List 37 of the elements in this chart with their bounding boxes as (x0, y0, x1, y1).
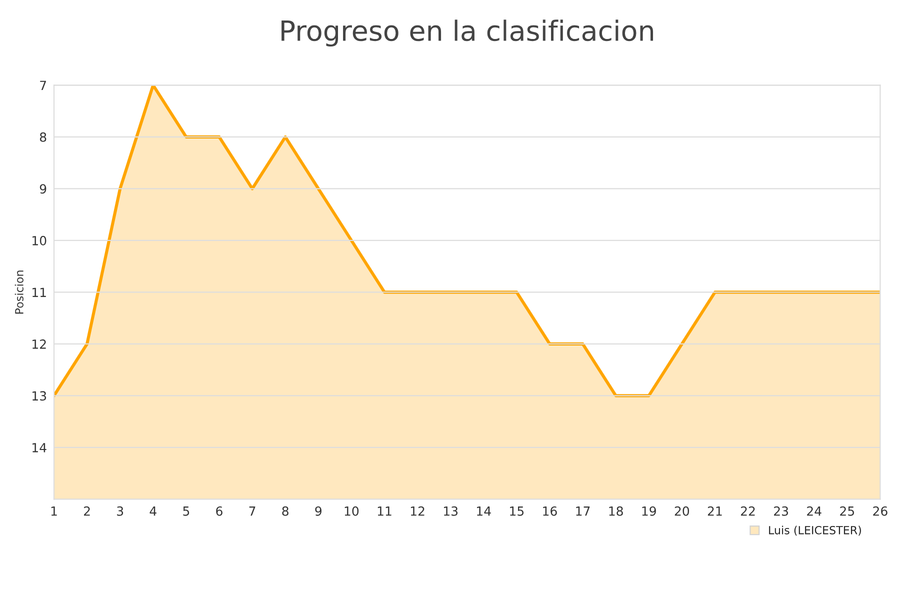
x-tick-label: 24 (807, 506, 822, 516)
y-tick-label: 8 (40, 132, 46, 142)
x-tick-label: 15 (510, 506, 524, 516)
x-tick-label: 3 (117, 506, 124, 516)
x-tick-label: 23 (774, 506, 788, 516)
x-tick-label: 17 (576, 506, 590, 516)
x-tick-label: 10 (344, 506, 359, 516)
x-tick-label: 13 (444, 506, 458, 516)
legend-label: Luis (LEICESTER) (769, 526, 861, 536)
y-tick-label: 10 (32, 236, 46, 246)
x-tick-label: 18 (609, 506, 623, 516)
x-tick-label: 2 (84, 506, 90, 516)
y-tick-label: 11 (32, 288, 46, 297)
x-tick-label: 14 (477, 506, 491, 516)
x-tick-label: 21 (708, 506, 722, 516)
x-tick-label: 25 (840, 506, 854, 516)
y-tick-label: 12 (32, 339, 46, 349)
x-tick-label: 9 (315, 506, 322, 516)
x-tick-label: 26 (873, 506, 888, 516)
y-axis-title: Posicion (14, 270, 24, 314)
x-tick-label: 11 (378, 506, 392, 516)
x-tick-label: 1 (51, 506, 57, 516)
x-tick-label: 6 (216, 506, 222, 516)
x-tick-label: 22 (740, 506, 755, 516)
y-tick-label: 9 (40, 184, 46, 194)
y-tick-label: 13 (32, 391, 46, 401)
x-tick-label: 16 (543, 506, 557, 516)
x-tick-label: 4 (150, 506, 156, 516)
x-tick-label: 19 (642, 506, 656, 516)
x-tick-label: 20 (674, 506, 690, 516)
x-tick-label: 5 (183, 506, 190, 516)
y-tick-label: 7 (40, 80, 46, 90)
x-tick-label: 7 (249, 506, 256, 516)
y-tick-label: 14 (32, 443, 46, 452)
x-tick-label: 8 (282, 506, 288, 516)
chart-title: Progreso en la clasificacion (282, 20, 654, 47)
x-tick-label: 12 (410, 506, 424, 516)
